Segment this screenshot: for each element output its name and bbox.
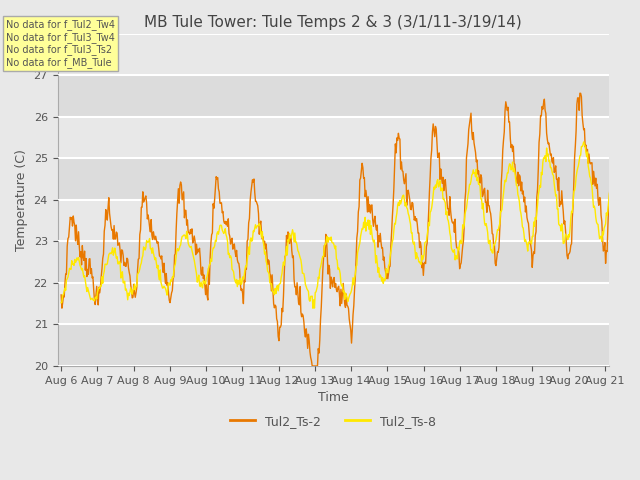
Bar [58, 241, 609, 283]
Title: MB Tule Tower: Tule Temps 2 & 3 (3/1/11-3/19/14): MB Tule Tower: Tule Temps 2 & 3 (3/1/11-… [144, 15, 522, 30]
Bar [58, 75, 609, 117]
Bar [58, 117, 609, 158]
Bar [58, 34, 609, 75]
Legend: Tul2_Ts-2, Tul2_Ts-8: Tul2_Ts-2, Tul2_Ts-8 [225, 410, 442, 433]
Bar [58, 158, 609, 200]
Bar [58, 200, 609, 241]
Bar [58, 283, 609, 324]
Y-axis label: Temperature (C): Temperature (C) [15, 149, 28, 251]
X-axis label: Time: Time [317, 391, 348, 404]
Bar [58, 324, 609, 366]
Text: No data for f_Tul2_Tw4
No data for f_Tul3_Tw4
No data for f_Tul3_Ts2
No data for: No data for f_Tul2_Tw4 No data for f_Tul… [6, 19, 115, 68]
